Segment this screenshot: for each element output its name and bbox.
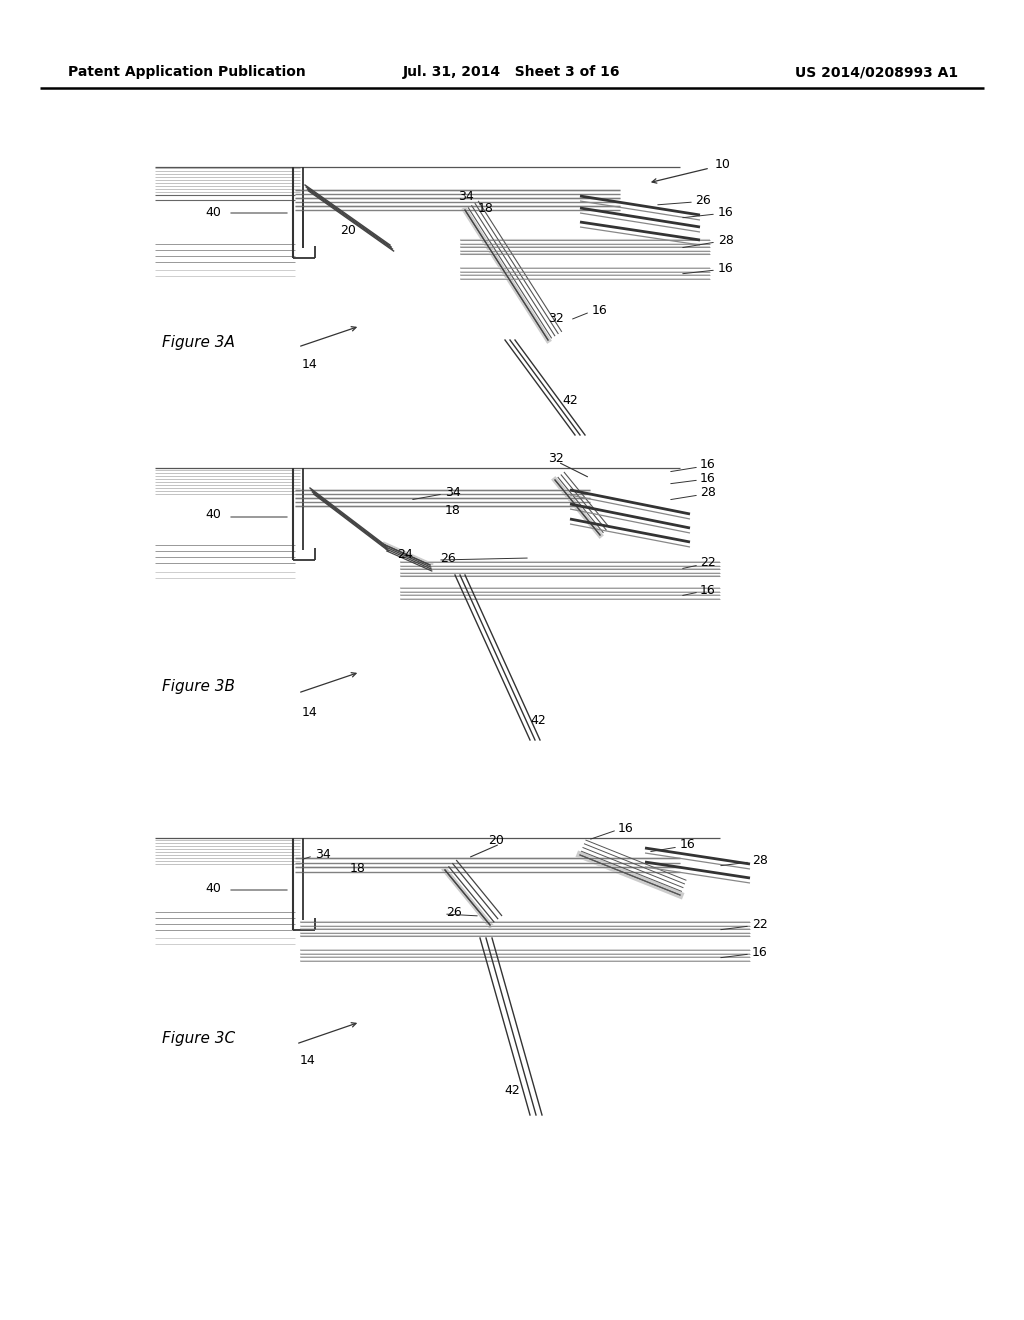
Text: 16: 16 (700, 458, 716, 471)
Text: 42: 42 (530, 714, 546, 726)
Text: 10: 10 (715, 158, 731, 172)
Text: 14: 14 (300, 1053, 315, 1067)
Text: 16: 16 (718, 206, 734, 219)
Text: US 2014/0208993 A1: US 2014/0208993 A1 (795, 65, 958, 79)
Text: 22: 22 (752, 917, 768, 931)
Text: 40: 40 (205, 206, 221, 219)
Text: Figure 3B: Figure 3B (162, 678, 234, 693)
Text: 42: 42 (504, 1084, 520, 1097)
Text: 26: 26 (695, 194, 711, 206)
Text: 22: 22 (700, 557, 716, 569)
Text: 26: 26 (440, 552, 456, 565)
Text: 26: 26 (446, 906, 462, 919)
Text: 34: 34 (315, 847, 331, 861)
Text: 16: 16 (700, 471, 716, 484)
Text: 16: 16 (700, 583, 716, 597)
Text: 40: 40 (205, 508, 221, 521)
Text: 16: 16 (752, 945, 768, 958)
Text: 28: 28 (718, 234, 734, 247)
Text: 42: 42 (562, 393, 578, 407)
Text: 24: 24 (397, 548, 413, 561)
Text: 20: 20 (340, 223, 356, 236)
Text: 32: 32 (548, 451, 564, 465)
Text: 16: 16 (680, 838, 695, 851)
Text: Figure 3A: Figure 3A (162, 334, 234, 350)
Text: Patent Application Publication: Patent Application Publication (68, 65, 306, 79)
Text: 28: 28 (752, 854, 768, 866)
Text: 34: 34 (458, 190, 474, 202)
Text: Figure 3C: Figure 3C (162, 1031, 236, 1045)
Text: 18: 18 (445, 503, 461, 516)
Text: Jul. 31, 2014   Sheet 3 of 16: Jul. 31, 2014 Sheet 3 of 16 (403, 65, 621, 79)
Text: 34: 34 (445, 486, 461, 499)
Text: 14: 14 (302, 705, 317, 718)
Text: 40: 40 (205, 882, 221, 895)
Text: 18: 18 (478, 202, 494, 214)
Text: 20: 20 (488, 833, 504, 846)
Text: 16: 16 (718, 261, 734, 275)
Text: 16: 16 (618, 821, 634, 834)
Text: 28: 28 (700, 487, 716, 499)
Text: 18: 18 (350, 862, 366, 874)
Text: 16: 16 (592, 304, 608, 317)
Text: 14: 14 (302, 359, 317, 371)
Text: 32: 32 (548, 312, 564, 325)
